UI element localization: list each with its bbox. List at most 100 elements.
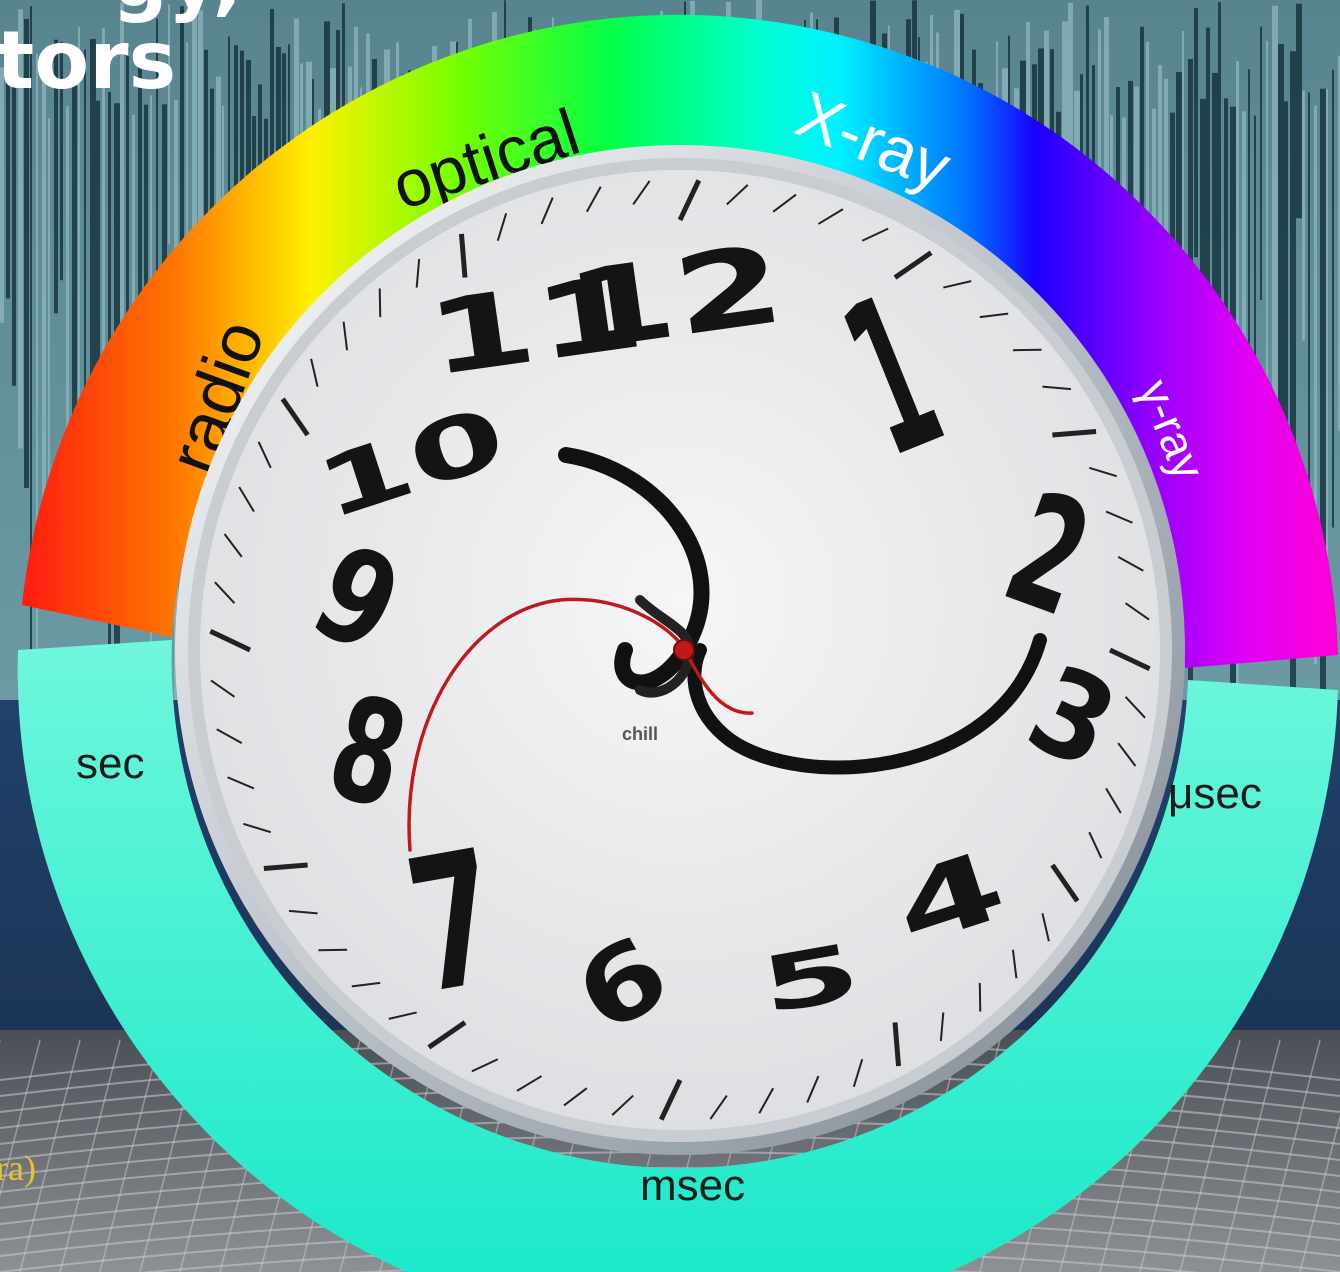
tick-minor [1041,913,1050,942]
tick-major [458,233,468,278]
stripe [1296,3,1302,219]
stripe [1314,105,1317,665]
mesh-line [1259,1039,1321,1272]
stripe [1194,8,1198,258]
stripe [1338,55,1340,431]
minute-hand [687,633,1047,775]
clock-hub [673,639,695,661]
stripe [54,39,58,314]
mesh-line [0,1039,41,1198]
stripe [1254,115,1256,429]
tick-minor [214,581,236,604]
stripe [162,104,167,415]
stripe [1260,26,1262,301]
tick-minor [238,486,255,513]
stripe [1308,92,1310,655]
tick-minor [1012,348,1042,352]
stripe [0,67,4,323]
stripe [186,42,188,354]
tick-minor [540,197,554,225]
tick-minor [1105,510,1133,524]
tick-major [209,628,252,653]
stripe [84,49,86,577]
tick-minor [852,1058,864,1087]
stripe [1272,5,1278,527]
stripe [1104,17,1109,230]
tick-minor [632,180,651,206]
stripe [66,106,69,533]
tick-major [893,250,933,280]
mesh-line [1219,1039,1281,1272]
tick-minor [1124,602,1150,621]
stripe [36,53,38,713]
tick-minor [310,358,319,387]
tick-major [1050,863,1080,903]
stripe [1290,51,1296,709]
numeral-5: 5 [754,926,868,1032]
mesh-line [1179,1039,1241,1272]
stripe [198,10,203,404]
tick-minor [772,193,797,213]
tick-minor [861,227,889,242]
stripe [132,114,135,319]
stripe [1146,42,1149,337]
mesh-line [59,1039,121,1272]
tick-minor [806,1075,820,1103]
stripe [1326,89,1328,646]
stripe [1302,90,1305,341]
mesh-line [0,1167,1340,1209]
stripe [192,16,197,296]
tick-minor [227,776,255,790]
tick-major [263,862,308,872]
title-fragment-line-2: tors [0,14,176,107]
stripe [1278,44,1284,591]
tick-major [677,179,702,222]
tick-minor [1124,696,1146,719]
tick-minor [726,184,749,206]
hour-hand [558,447,710,691]
stripe [48,118,50,533]
stripe [168,4,170,244]
timescale-ring [17,640,1338,1272]
stripe [78,26,80,444]
stripe [138,52,142,296]
mesh-line [99,1039,161,1272]
second-hand [407,597,754,852]
stripe [228,36,230,251]
tick-minor [585,186,602,213]
tick-major [892,1022,902,1067]
title-fragment-line-1: gy, [112,0,242,25]
tick-minor [1117,555,1144,572]
tick-minor [1105,787,1122,814]
tick-minor [943,280,972,289]
stripe [42,66,46,589]
mesh-line [1299,1114,1340,1272]
mesh-line [19,1039,81,1272]
tick-minor [1042,385,1072,391]
tick-minor [939,1012,945,1042]
stripe [1332,69,1334,528]
stripe [6,60,10,299]
stripe [180,6,184,341]
caption-fragment: ra) [0,1148,36,1188]
tick-minor [758,1087,775,1114]
numeral-12: 12 [559,220,792,375]
stripe [1266,40,1268,576]
tick-minor [817,208,844,225]
stripe [1212,72,1218,340]
timescale-label-usec: μsec [1168,769,1262,818]
stripe [24,18,29,488]
tick-minor [318,948,348,952]
stripe [60,42,63,281]
stripe [204,49,208,254]
clock-ticks [209,179,1151,1121]
tick-major [280,397,310,437]
spectrum-ring [22,14,1338,668]
tick-minor [1011,949,1018,979]
tick-minor [563,1087,588,1107]
timescale-label-sec: sec [76,739,144,788]
tick-minor [288,909,318,915]
stripe [120,2,124,359]
